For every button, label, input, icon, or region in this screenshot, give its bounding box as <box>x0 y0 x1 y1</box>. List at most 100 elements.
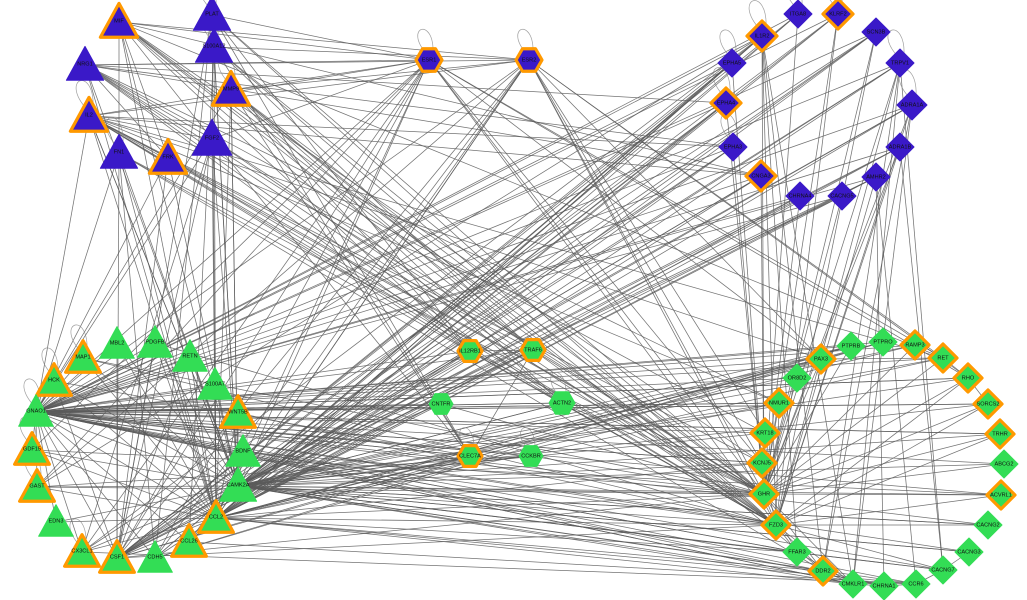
node-diamond-shape[interactable] <box>901 569 931 599</box>
node-triangle-shape[interactable] <box>172 339 208 372</box>
node-hexagon-shape[interactable] <box>514 47 544 73</box>
graph-node[interactable]: ITGA8 <box>783 0 813 29</box>
node-triangle-shape[interactable] <box>63 533 101 568</box>
node-triangle-shape[interactable] <box>137 540 173 573</box>
node-diamond-shape[interactable] <box>861 17 891 47</box>
node-diamond-shape[interactable] <box>749 417 781 449</box>
graph-node[interactable]: ABCG2 <box>989 449 1019 479</box>
node-diamond-shape[interactable] <box>868 327 898 357</box>
node-diamond-shape[interactable] <box>763 387 795 419</box>
node-diamond-shape[interactable] <box>748 478 780 510</box>
node-triangle-shape[interactable] <box>192 0 232 31</box>
node-hexagon-shape[interactable] <box>456 339 484 363</box>
graph-node[interactable]: RET <box>927 342 959 374</box>
graph-node[interactable]: TRAF6 <box>519 338 547 362</box>
graph-node[interactable]: IL12RB1 <box>456 339 484 363</box>
node-diamond-shape[interactable] <box>782 363 812 393</box>
node-diamond-shape[interactable] <box>899 329 931 361</box>
node-diamond-shape[interactable] <box>954 537 984 567</box>
graph-node[interactable]: ESR1 <box>414 47 444 73</box>
node-triangle-shape[interactable] <box>218 466 258 502</box>
node-diamond-shape[interactable] <box>783 0 813 29</box>
graph-node[interactable]: CLEC7A <box>456 444 484 468</box>
node-diamond-shape[interactable] <box>836 331 866 361</box>
graph-node[interactable]: CX3CL1 <box>63 533 101 568</box>
node-diamond-shape[interactable] <box>952 362 984 394</box>
graph-node[interactable]: FN1 <box>99 133 139 169</box>
node-diamond-shape[interactable] <box>785 181 815 211</box>
graph-node[interactable]: PTPRO <box>868 327 898 357</box>
node-triangle-shape[interactable] <box>13 431 51 466</box>
graph-node[interactable]: SORCS2 <box>972 388 1004 420</box>
node-triangle-shape[interactable] <box>98 539 136 574</box>
node-hexagon-shape[interactable] <box>414 47 444 73</box>
node-hexagon-shape[interactable] <box>548 391 576 415</box>
node-diamond-shape[interactable] <box>782 537 812 567</box>
graph-node[interactable]: TRHR <box>984 418 1016 450</box>
node-diamond-shape[interactable] <box>827 181 857 211</box>
node-triangle-shape[interactable] <box>197 499 235 534</box>
node-diamond-shape[interactable] <box>885 48 915 78</box>
graph-node[interactable]: MBL2 <box>99 326 135 359</box>
node-triangle-shape[interactable] <box>225 434 261 467</box>
node-diamond-shape[interactable] <box>745 19 779 53</box>
graph-node[interactable]: KLRF2 <box>821 0 855 31</box>
node-triangle-shape[interactable] <box>194 27 234 63</box>
node-diamond-shape[interactable] <box>885 132 915 162</box>
graph-node[interactable]: CCR6 <box>901 569 931 599</box>
node-diamond-shape[interactable] <box>984 418 1016 450</box>
node-triangle-shape[interactable] <box>197 367 233 400</box>
node-triangle-shape[interactable] <box>191 118 233 156</box>
graph-node[interactable]: FGF2 <box>191 118 233 156</box>
node-diamond-shape[interactable] <box>709 86 743 120</box>
node-diamond-shape[interactable] <box>807 555 839 587</box>
node-diamond-shape[interactable] <box>805 343 837 375</box>
node-hexagon-shape[interactable] <box>519 338 547 362</box>
node-diamond-shape[interactable] <box>896 89 928 121</box>
node-triangle-shape[interactable] <box>99 133 139 169</box>
node-diamond-shape[interactable] <box>717 48 747 78</box>
node-diamond-shape[interactable] <box>972 388 1004 420</box>
node-diamond-shape[interactable] <box>838 569 868 599</box>
graph-node[interactable]: PLAT <box>192 0 232 31</box>
node-triangle-shape[interactable] <box>38 504 74 537</box>
graph-node[interactable]: EPHA3 <box>718 132 748 162</box>
graph-node[interactable]: NRG1 <box>65 45 105 81</box>
node-triangle-shape[interactable] <box>99 326 135 359</box>
node-triangle-shape[interactable] <box>137 325 173 358</box>
graph-node[interactable]: PTPRB <box>836 331 866 361</box>
node-hexagon-shape[interactable] <box>428 393 454 415</box>
graph-node[interactable]: S100A12 <box>194 27 234 63</box>
node-diamond-shape[interactable] <box>861 162 891 192</box>
graph-node[interactable]: ADRA1A <box>896 89 928 121</box>
graph-node[interactable]: MIF <box>98 1 140 39</box>
node-triangle-shape[interactable] <box>210 69 252 107</box>
graph-node[interactable]: RETN <box>172 339 208 372</box>
graph-node[interactable]: ADRA1B <box>885 132 915 162</box>
node-diamond-shape[interactable] <box>869 571 899 600</box>
node-triangle-shape[interactable] <box>35 362 73 397</box>
node-triangle-shape[interactable] <box>18 468 56 503</box>
node-diamond-shape[interactable] <box>928 555 958 585</box>
node-triangle-shape[interactable] <box>65 45 105 81</box>
node-diamond-shape[interactable] <box>718 132 748 162</box>
node-diamond-shape[interactable] <box>760 509 792 541</box>
node-diamond-shape[interactable] <box>746 447 778 479</box>
node-triangle-shape[interactable] <box>219 394 257 429</box>
node-hexagon-shape[interactable] <box>456 444 484 468</box>
graph-node[interactable]: RHO <box>952 362 984 394</box>
graph-node[interactable]: CACNG7 <box>928 555 958 585</box>
node-diamond-shape[interactable] <box>821 0 855 31</box>
node-triangle-shape[interactable] <box>68 95 110 133</box>
graph-node[interactable]: CACNG2 <box>973 510 1003 540</box>
node-triangle-shape[interactable] <box>98 1 140 39</box>
graph-node[interactable]: TRPV1 <box>885 48 915 78</box>
node-triangle-shape[interactable] <box>64 339 102 374</box>
node-triangle-shape[interactable] <box>170 523 208 558</box>
graph-node[interactable]: CACNG5 <box>827 181 857 211</box>
graph-node[interactable]: ESR2 <box>514 47 544 73</box>
graph-node[interactable]: ACVRL1 <box>985 479 1017 511</box>
